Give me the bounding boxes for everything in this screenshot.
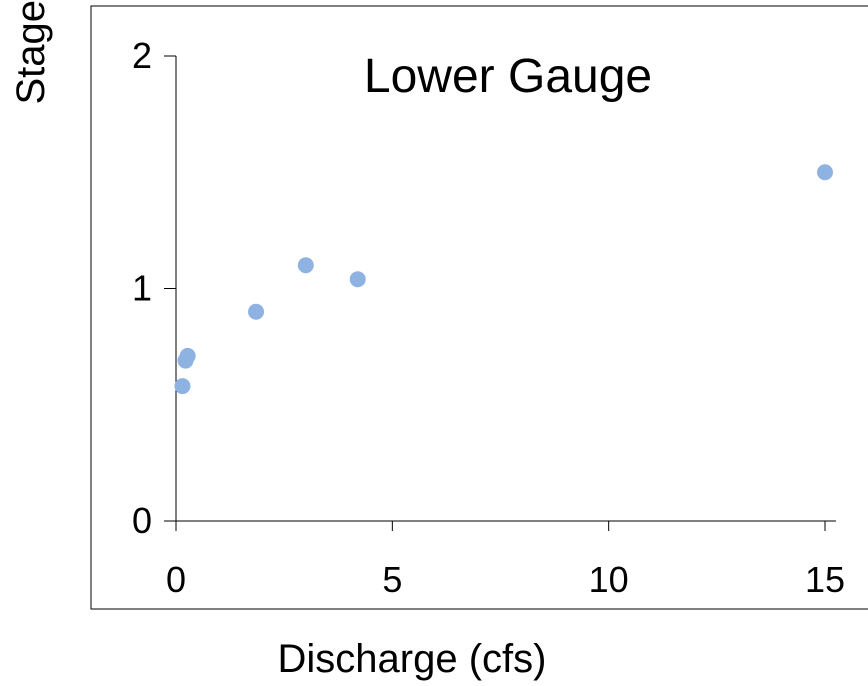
- y-tick-label: 2: [132, 35, 152, 76]
- data-point: [248, 303, 265, 320]
- x-tick-label: 10: [589, 559, 629, 600]
- data-point: [297, 257, 314, 274]
- data-points: [174, 164, 833, 395]
- x-axis-title: Discharge (cfs): [278, 637, 547, 681]
- plot-area-frame: [90, 5, 868, 610]
- y-tick-label: 1: [132, 268, 152, 309]
- data-point: [174, 378, 191, 395]
- x-tick-label: 5: [382, 559, 402, 600]
- x-tick-label: 0: [166, 559, 186, 600]
- data-point: [179, 347, 196, 364]
- x-tick-label: 15: [805, 559, 845, 600]
- y-axis-ticks: 0 1 2: [132, 35, 176, 541]
- data-point: [817, 164, 833, 181]
- data-point: [349, 271, 366, 288]
- x-axis-ticks: 0 5 10 15: [166, 521, 845, 600]
- chart-title: Lower Gauge: [364, 50, 652, 103]
- y-axis-title: Stage: [9, 0, 53, 105]
- y-tick-label: 0: [132, 500, 152, 541]
